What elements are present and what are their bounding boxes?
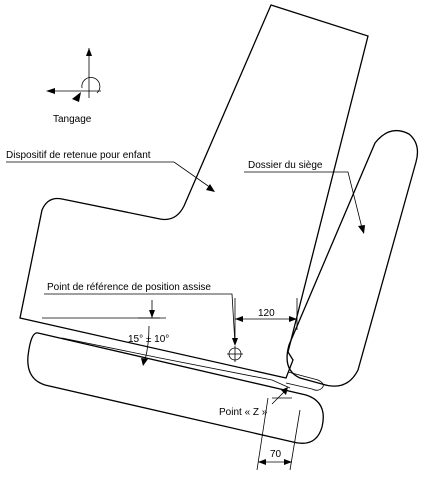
seating-reference-leader [44,293,236,345]
anchorage-slot [285,371,324,391]
seat-back-leader [244,171,363,229]
dimension-120-label: 120 [258,308,275,319]
tangage-label: Tangage [53,114,92,125]
seat-back-outline [286,129,419,387]
angle-arc [144,325,150,361]
child-restraint-label: Dispositif de retenue pour enfant [6,150,151,161]
child-restraint-shell [19,4,369,379]
cushion-contour [61,337,291,389]
seat-back-label: Dossier du siège [248,160,323,171]
dimension-70-label: 70 [270,449,282,460]
seat-cushion-outline [27,332,324,444]
seating-reference-point-label: Point de référence de position assise [47,282,211,293]
child-restraint-leader [6,161,212,189]
point-z-label: Point « Z » [219,407,268,418]
pitch-rotation-icon [46,48,101,102]
angle-label: 15° ± 10° [128,334,169,345]
